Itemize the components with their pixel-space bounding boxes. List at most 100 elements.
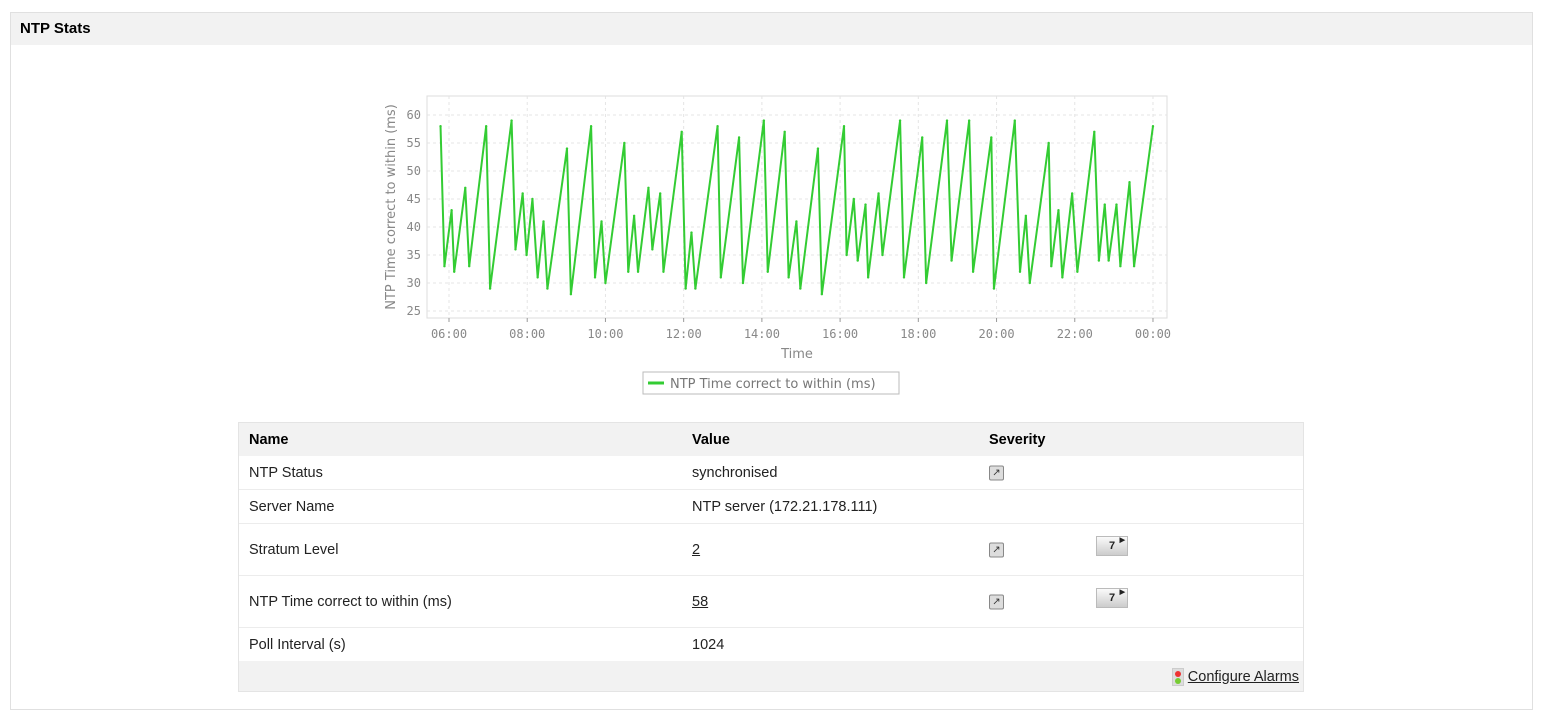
- time-correct-link[interactable]: 58: [692, 593, 709, 610]
- y-axis-label: NTP Time correct to within (ms): [384, 104, 399, 310]
- data-point: [766, 270, 769, 273]
- x-tick-label: 14:00: [744, 327, 780, 341]
- row-name: NTP Time correct to within (ms): [249, 593, 452, 610]
- y-tick-label: 55: [407, 136, 421, 150]
- x-tick-label: 12:00: [666, 327, 702, 341]
- row-name: Poll Interval (s): [249, 636, 346, 653]
- data-point: [600, 220, 603, 223]
- triangle-right-icon: ▶: [1119, 537, 1125, 544]
- data-point: [820, 293, 824, 296]
- data-point: [856, 259, 859, 262]
- data-point: [902, 276, 906, 279]
- row-value: NTP server (172.21.178.111): [692, 498, 878, 515]
- data-point: [1076, 270, 1079, 273]
- data-point: [464, 186, 467, 189]
- x-tick-label: 00:00: [1135, 327, 1171, 341]
- data-point: [799, 287, 802, 290]
- data-point: [1093, 130, 1096, 133]
- data-point: [680, 130, 683, 133]
- data-point: [1047, 141, 1050, 145]
- configure-alarms-link[interactable]: Configure Alarms: [1187, 669, 1299, 685]
- period-button[interactable]: 7 ▶: [1096, 588, 1128, 608]
- popout-icon[interactable]: ↗: [989, 542, 1004, 557]
- data-point: [1013, 119, 1016, 122]
- data-point: [1018, 270, 1022, 273]
- data-point: [684, 287, 687, 290]
- data-point: [647, 186, 650, 189]
- data-point: [623, 141, 626, 145]
- stats-table: Name Value Severity NTP Status synchroni…: [238, 422, 1304, 692]
- data-point: [651, 248, 654, 251]
- data-point: [593, 276, 597, 279]
- data-point: [514, 248, 517, 251]
- traffic-light-icon: [1171, 668, 1184, 686]
- data-point: [1028, 281, 1031, 285]
- legend-label: NTP Time correct to within (ms): [670, 377, 876, 392]
- data-point: [950, 259, 953, 262]
- data-point: [453, 270, 456, 273]
- data-point: [488, 287, 492, 290]
- data-point: [468, 265, 471, 268]
- triangle-right-icon: ▶: [1119, 589, 1125, 596]
- plot-area: [426, 95, 1168, 319]
- data-point: [546, 287, 549, 290]
- data-point: [627, 270, 630, 273]
- header-name: Name: [249, 431, 289, 448]
- data-point: [1024, 214, 1028, 217]
- data-point: [921, 136, 924, 139]
- data-point: [525, 253, 528, 257]
- period-label: 7: [1108, 540, 1116, 552]
- table-row: NTP Status synchronised ↗: [239, 456, 1303, 490]
- table-row: NTP Time correct to within (ms) 58 ↗ 7 ▶: [239, 576, 1303, 628]
- popout-icon[interactable]: ↗: [989, 465, 1004, 480]
- data-point: [565, 147, 569, 150]
- popout-icon[interactable]: ↗: [989, 594, 1004, 609]
- x-tick-label: 18:00: [900, 327, 936, 341]
- header-value: Value: [692, 431, 730, 448]
- data-point: [877, 192, 880, 195]
- data-point: [542, 220, 545, 223]
- y-tick-label: 30: [407, 276, 421, 290]
- data-point: [1070, 192, 1074, 195]
- table-footer: Configure Alarms: [239, 661, 1303, 691]
- data-point: [971, 270, 975, 273]
- panel-title: NTP Stats: [11, 13, 1532, 45]
- row-value: synchronised: [692, 464, 778, 481]
- x-axis-label: Time: [780, 347, 813, 362]
- table-row: Server Name NTP server (172.21.178.111): [239, 490, 1303, 524]
- data-point: [1115, 203, 1118, 206]
- data-point: [632, 214, 636, 217]
- y-tick-label: 60: [407, 108, 421, 122]
- y-tick-label: 40: [407, 220, 421, 234]
- x-tick-label: 08:00: [509, 327, 545, 341]
- data-point: [1097, 259, 1101, 262]
- data-point: [662, 270, 665, 273]
- table-header: Name Value Severity: [239, 423, 1303, 456]
- data-point: [762, 119, 766, 122]
- data-point: [443, 265, 446, 268]
- y-tick-label: 45: [407, 192, 421, 206]
- period-button[interactable]: 7 ▶: [1096, 536, 1128, 556]
- x-tick-label: 20:00: [978, 327, 1014, 341]
- data-point: [439, 125, 442, 128]
- x-tick-label: 06:00: [431, 327, 467, 341]
- data-point: [658, 192, 662, 195]
- table-row: Stratum Level 2 ↗ 7 ▶: [239, 524, 1303, 576]
- row-name: Server Name: [249, 498, 335, 515]
- data-point: [1050, 265, 1053, 268]
- stratum-level-link[interactable]: 2: [692, 541, 701, 558]
- data-point: [945, 119, 949, 122]
- data-point: [787, 276, 790, 279]
- period-label: 7: [1108, 592, 1116, 604]
- data-point: [990, 136, 993, 139]
- data-point: [531, 197, 534, 201]
- data-point: [866, 276, 870, 279]
- data-point: [898, 119, 902, 122]
- data-point: [589, 125, 593, 128]
- x-tick-label: 16:00: [822, 327, 858, 341]
- header-severity: Severity: [989, 431, 1046, 448]
- y-tick-label: 35: [407, 248, 421, 262]
- data-point: [719, 276, 723, 279]
- data-point: [690, 231, 693, 234]
- legend-box: [642, 371, 900, 395]
